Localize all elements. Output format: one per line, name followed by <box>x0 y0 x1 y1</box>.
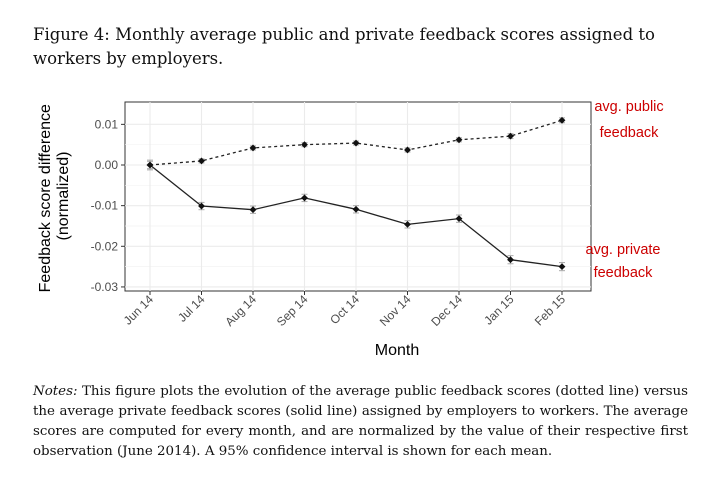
private-feedback-point <box>249 206 257 214</box>
y-tick-label: -0.01 <box>91 199 119 213</box>
private-feedback-annotation-line-1: avg. private <box>586 242 661 258</box>
public-feedback-point <box>352 139 360 147</box>
x-tick-label: Jan 15 <box>481 292 517 328</box>
x-tick-label: Oct 14 <box>327 292 362 327</box>
private-feedback-point <box>455 215 463 223</box>
series-annotations: avg. public feedback avg. private feedback <box>586 99 664 281</box>
private-feedback-point <box>146 161 154 169</box>
notes-lead: Notes: <box>33 384 78 399</box>
public-feedback-point <box>404 146 411 154</box>
private-feedback-point <box>301 194 308 202</box>
y-tick-label: -0.03 <box>91 280 119 294</box>
public-feedback-point <box>507 132 514 140</box>
x-tick-label: Aug 14 <box>222 292 259 329</box>
private-feedback-point <box>507 256 514 264</box>
private-feedback-point <box>558 263 566 271</box>
public-feedback-point <box>455 136 463 144</box>
y-tick-label: 0.01 <box>95 117 119 131</box>
figure-notes: Notes: This figure plots the evolution o… <box>33 382 688 462</box>
y-axis-ticks: 0.01 0.00 -0.01 -0.02 -0.03 <box>91 117 125 294</box>
gridlines <box>125 102 591 291</box>
private-feedback-point <box>352 205 360 213</box>
public-feedback-annotation-line-1: avg. public <box>594 99 663 115</box>
y-axis-title-line-1: Feedback score difference <box>37 104 54 292</box>
x-axis-ticks: Jun 14 Jul 14 Aug 14 Sep 14 Oct 14 Nov 14 Dec … <box>121 291 569 329</box>
x-axis-title: Month <box>375 342 419 359</box>
x-tick-label: Sep 14 <box>274 292 311 329</box>
private-feedback-point <box>404 220 411 228</box>
public-feedback-point <box>249 144 257 152</box>
public-feedback-point <box>198 157 205 165</box>
x-tick-label: Jul 14 <box>175 292 208 325</box>
plot-panel-border <box>124 101 592 292</box>
notes-body: This figure plots the evolution of the a… <box>33 384 688 459</box>
series-points <box>146 116 566 271</box>
x-tick-label: Feb 15 <box>532 292 569 329</box>
y-tick-label: 0.00 <box>95 158 119 172</box>
private-feedback-point <box>198 202 205 210</box>
x-tick-label: Nov 14 <box>377 292 414 329</box>
y-axis-title: Feedback score difference (normalized) <box>37 100 72 293</box>
x-tick-label: Dec 14 <box>428 292 465 329</box>
y-axis-title-line-2: (normalized) <box>55 152 72 241</box>
x-tick-label: Jun 14 <box>121 292 157 328</box>
private-feedback-annotation-line-2: feedback <box>594 265 654 281</box>
y-tick-label: -0.02 <box>91 239 119 253</box>
public-feedback-point <box>301 141 308 149</box>
public-feedback-point <box>558 116 566 124</box>
public-feedback-annotation-line-2: feedback <box>600 125 660 141</box>
figure-caption: Figure 4: Monthly average public and pri… <box>33 25 655 68</box>
